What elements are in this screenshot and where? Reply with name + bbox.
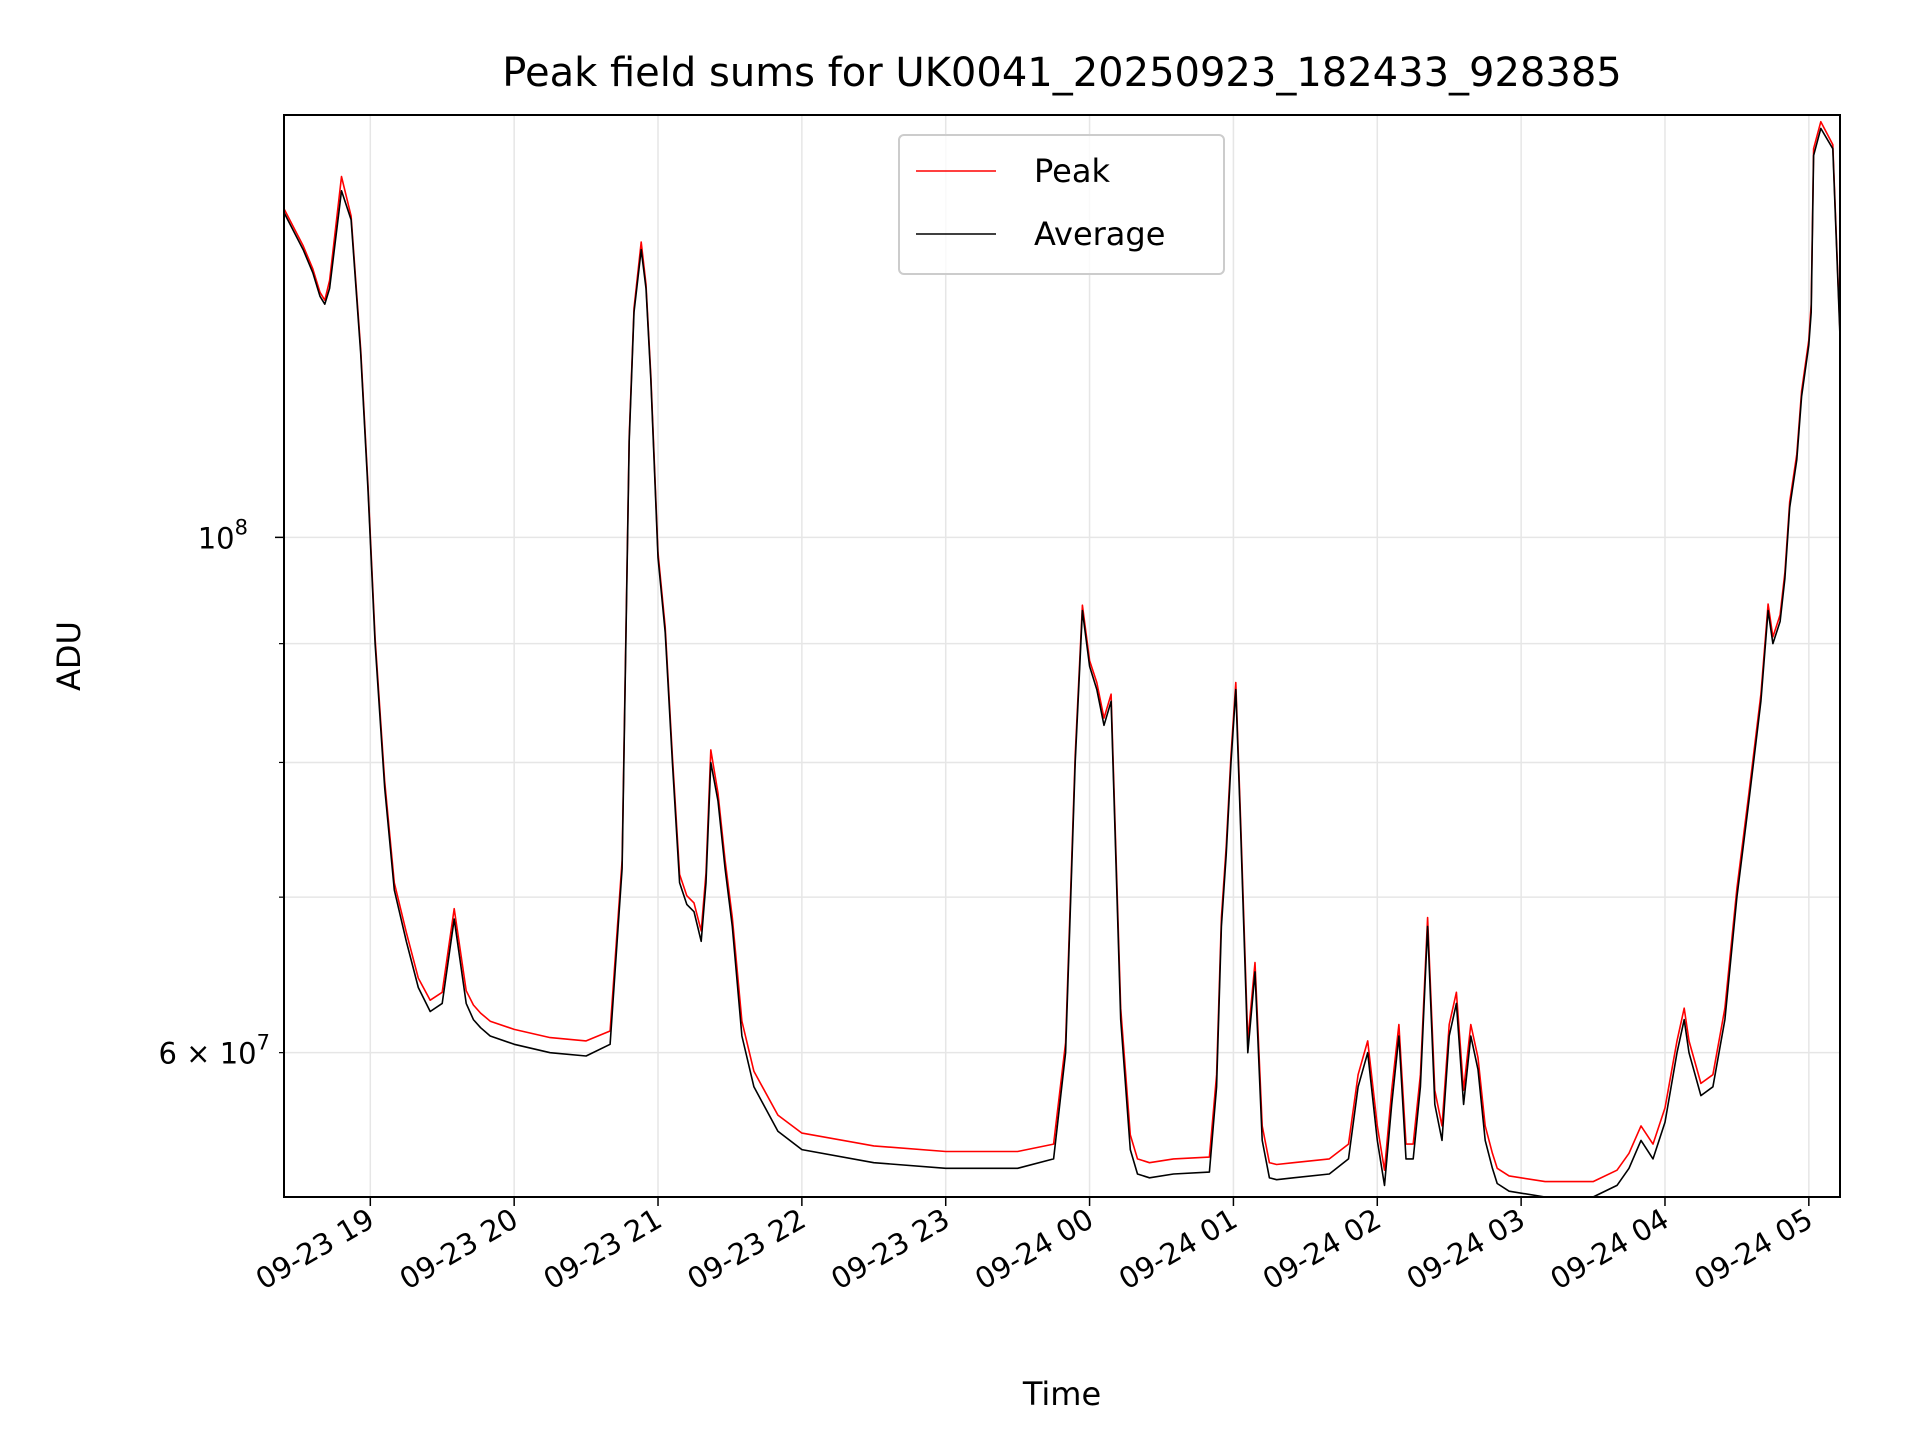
legend-frame — [898, 134, 1225, 275]
legend: Peak Average — [898, 134, 1225, 275]
y-tick-label: 108 — [198, 515, 248, 555]
grid — [284, 115, 1840, 1197]
legend-label-peak: Peak — [1034, 152, 1110, 190]
plot-frame — [283, 114, 1841, 1198]
y-tick-label: 6 × 107 — [159, 1031, 270, 1071]
x-axis-label: Time — [1022, 1375, 1101, 1413]
series-line-peak — [283, 120, 1841, 1183]
series-line-average — [283, 127, 1841, 1198]
legend-label-average: Average — [1034, 215, 1165, 253]
series-lines — [283, 120, 1841, 1198]
y-axis-label: ADU — [50, 621, 88, 691]
chart-title: Peak field sums for UK0041_20250923_1824… — [502, 50, 1621, 96]
